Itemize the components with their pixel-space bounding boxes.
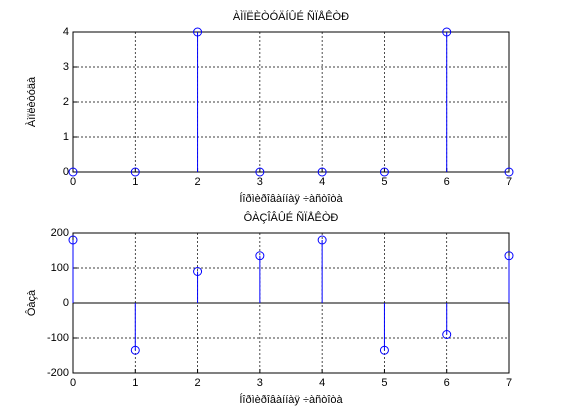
y-tick-label: 2	[63, 96, 69, 108]
x-tick-label: 6	[444, 377, 450, 389]
stem-marker	[68, 167, 78, 177]
chart-title: ÔÀÇÎÂÛÉ ÑÏÅÊÒÐ	[244, 211, 339, 224]
x-tick-label: 5	[381, 377, 387, 389]
stem-marker	[130, 345, 140, 355]
x-tick-label: 2	[195, 377, 201, 389]
y-tick-label: 4	[63, 26, 69, 38]
stem-marker	[504, 167, 514, 177]
stem-marker	[193, 267, 203, 276]
y-tick-label: 3	[63, 61, 69, 73]
x-tick-label: 5	[381, 176, 387, 188]
stem-marker	[442, 27, 452, 37]
y-axis-label: Àìïëèòóäà	[25, 76, 38, 127]
x-tick-label: 1	[132, 176, 138, 188]
y-tick-label: 200	[51, 227, 69, 239]
stem-marker	[442, 330, 452, 339]
x-tick-label: 3	[257, 377, 263, 389]
x-tick-label: 3	[257, 176, 263, 188]
y-axis-label: Ôàçà	[25, 289, 38, 316]
x-tick-label: 7	[506, 377, 512, 389]
x-axis-label: Íîðìèðîâàííàÿ ÷àñòîòà	[239, 393, 343, 406]
stem-marker	[193, 27, 203, 37]
x-tick-label: 0	[70, 377, 76, 389]
stem-marker	[379, 167, 389, 177]
y-tick-label: 0	[63, 166, 69, 178]
y-tick-label: -100	[47, 332, 69, 344]
y-tick-label: 100	[51, 262, 69, 274]
x-tick-label: 4	[319, 176, 325, 188]
x-tick-label: 4	[319, 377, 325, 389]
stem-marker	[317, 167, 327, 177]
y-tick-label: 0	[63, 297, 69, 309]
x-tick-label: 6	[444, 176, 450, 188]
stem-marker	[255, 167, 265, 177]
stem-marker	[504, 251, 514, 261]
stem-marker	[255, 251, 265, 261]
x-tick-label: 0	[70, 176, 76, 188]
y-tick-label: -200	[47, 367, 69, 379]
x-tick-label: 7	[506, 176, 512, 188]
y-tick-label: 1	[63, 131, 69, 143]
stem-marker	[130, 167, 140, 177]
x-axis-label: Íîðìèðîâàííàÿ ÷àñòîòà	[239, 192, 343, 205]
stem-marker	[317, 235, 327, 245]
stem-marker	[68, 235, 78, 245]
x-tick-label: 1	[132, 377, 138, 389]
x-tick-label: 2	[195, 176, 201, 188]
chart-title: ÀÌÏËÈÒÓÄÍÛÉ ÑÏÅÊÒÐ	[233, 10, 349, 23]
stem-marker	[379, 345, 389, 355]
